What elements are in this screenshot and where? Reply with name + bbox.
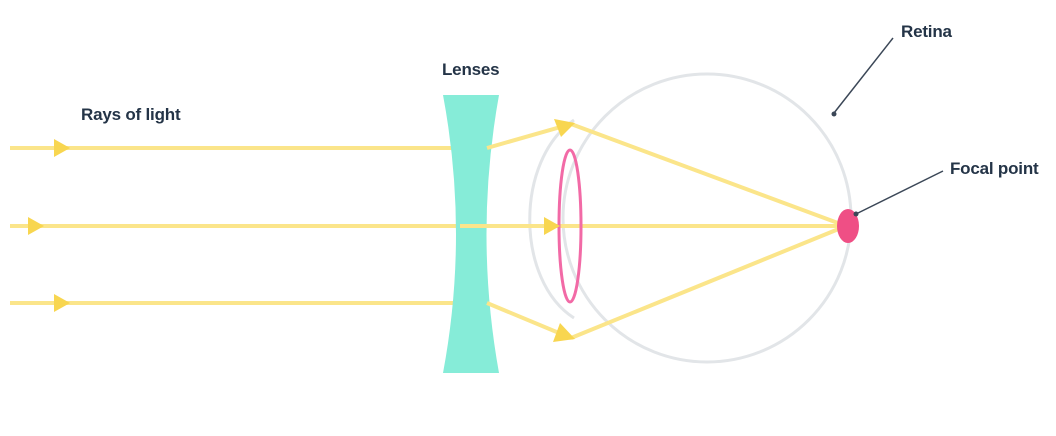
concave-lens: [443, 95, 499, 373]
focal-point-dot: [837, 209, 859, 243]
focal-leader-dot: [853, 211, 859, 217]
ray-bottom-converging: [570, 224, 847, 340]
focal-leader-line: [855, 170, 944, 215]
retina-label: Retina: [901, 22, 952, 41]
ray-middle-arrow-icon: [28, 217, 44, 235]
ray-bottom-arrow-icon: [54, 294, 70, 312]
retina-leader-dot: [831, 111, 837, 117]
ray-bottom-diverged-arrow-icon: [553, 323, 575, 342]
ray-top-arrow-icon: [54, 139, 70, 157]
lenses-label: Lenses: [442, 60, 500, 79]
cornea: [528, 118, 575, 320]
ray-top-converging: [570, 122, 847, 228]
ray-middle-through-arrow-icon: [544, 217, 560, 235]
ray-top-diverged: [486, 122, 572, 150]
rays-of-light-label: Rays of light: [81, 105, 181, 124]
retina-leader-line: [833, 37, 894, 114]
eyeball-outline: [561, 72, 853, 364]
focal-point-label: Focal point: [950, 159, 1039, 178]
ray-top-diverged-arrow-icon: [554, 119, 575, 137]
